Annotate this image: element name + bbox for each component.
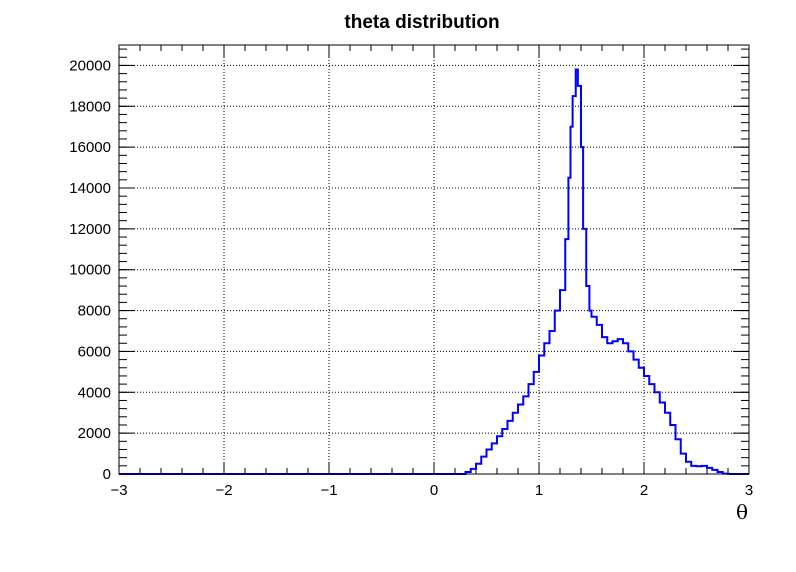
x-tick-label: −2 xyxy=(215,482,232,499)
x-tick-label: 0 xyxy=(430,482,438,499)
y-tick-label: 16000 xyxy=(69,139,111,156)
plot-frame xyxy=(118,44,750,475)
axis-ticks xyxy=(118,45,750,475)
y-tick-label: 2000 xyxy=(78,425,111,442)
x-tick-label: −3 xyxy=(110,482,127,499)
grid xyxy=(119,45,749,474)
y-tick-label: 6000 xyxy=(78,343,111,360)
x-axis-label: θ xyxy=(736,500,748,524)
series-line xyxy=(119,68,749,475)
y-tick-label: 14000 xyxy=(69,180,111,197)
y-tick-label: 18000 xyxy=(69,98,111,115)
chart-title: theta distribution xyxy=(344,12,499,33)
series-layer xyxy=(119,68,749,475)
y-tick-label: 20000 xyxy=(69,57,111,74)
y-tick-label: 0 xyxy=(103,466,111,483)
y-tick-label: 4000 xyxy=(78,384,111,401)
axis-tick-labels: −3 −2 −1 0 1 2 3 0 2000 4000 6000 8000 10000 12000 140… xyxy=(69,57,753,499)
x-tick-label: −1 xyxy=(320,482,337,499)
y-tick-label: 8000 xyxy=(78,303,111,320)
y-tick-label: 10000 xyxy=(69,262,111,279)
x-tick-label: 3 xyxy=(745,482,753,499)
x-tick-label: 2 xyxy=(640,482,648,499)
x-tick-label: 1 xyxy=(535,482,543,499)
y-tick-label: 12000 xyxy=(69,221,111,238)
